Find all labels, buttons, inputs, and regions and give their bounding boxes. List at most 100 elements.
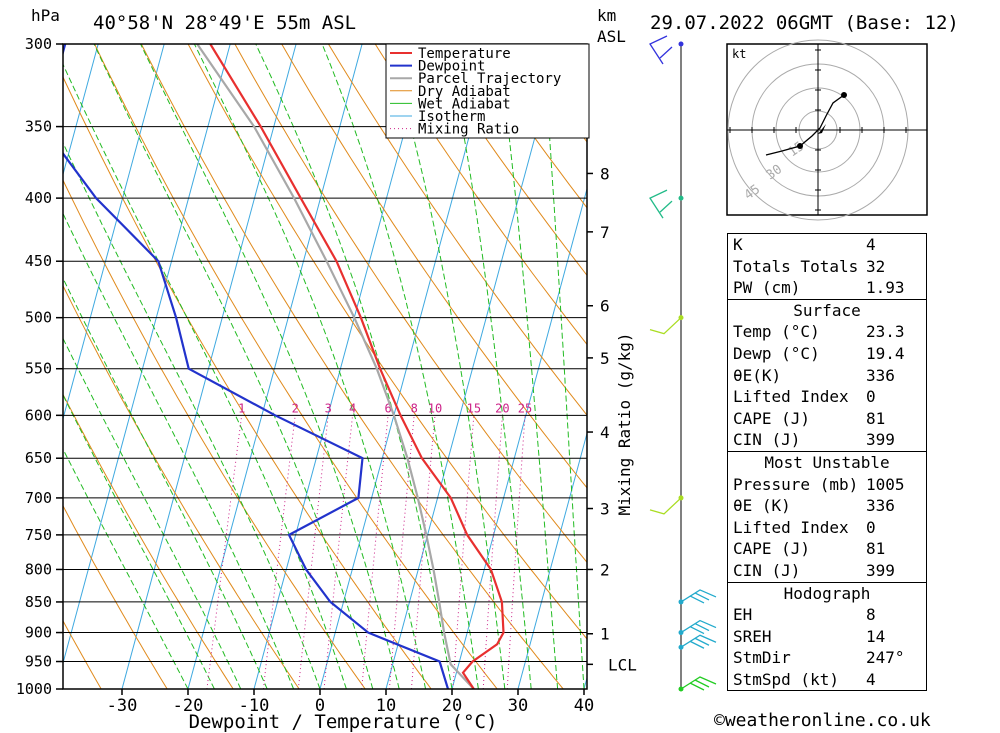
height-tick-label: 6	[600, 297, 610, 316]
dry-adiabat-line	[374, 44, 587, 346]
legend-label: Parcel Trajectory	[418, 71, 561, 87]
hodograph-upper-point	[841, 92, 847, 98]
pressure-unit-label: hPa	[31, 6, 60, 25]
hodo-row-stmspd: StmSpd (kt) 4	[733, 669, 876, 689]
pressure-tick-label: 850	[25, 593, 52, 611]
dry-adiabat-line	[421, 44, 587, 277]
y-axis-right-title: Mixing Ratio (g/kg)	[615, 332, 634, 515]
isotherm-line	[451, 186, 587, 689]
wind-barb	[649, 317, 682, 335]
wet-adiabat-line	[63, 337, 242, 689]
hodograph-trace	[765, 94, 845, 156]
wet-adiabat-line	[542, 44, 585, 689]
surface-title: Surface	[793, 300, 861, 320]
legend-label: Temperature	[418, 46, 511, 62]
wet-adiabat-line	[63, 141, 321, 689]
pressure-tick-label: 700	[25, 489, 52, 507]
pressure-tick-label: 800	[25, 560, 52, 578]
temperature-tick-label: 0	[315, 696, 325, 716]
wet-adiabat-line	[140, 44, 400, 689]
isotherm-line	[63, 44, 231, 665]
mu-row-li: Lifted Index 0	[733, 517, 876, 537]
hodo-row-sreh: SREH 14	[733, 626, 886, 646]
mixing-ratio-line	[297, 415, 329, 689]
temperature-tick-label: -10	[239, 696, 270, 716]
mixing-ratio-labels: 1 2 3 4 6 8 10 15 20 25	[238, 401, 532, 415]
isotherm-line	[63, 44, 99, 177]
legend-label: Dry Adiabat	[418, 84, 511, 100]
mixing-ratio-line	[388, 415, 415, 689]
height-tick-label: 4	[600, 423, 610, 442]
sounding-series	[63, 44, 505, 689]
wet-adiabat-line	[63, 63, 347, 689]
hodo-row-stmdir: StmDir 247°	[733, 648, 905, 668]
mu-row-cape: CAPE (J) 81	[733, 539, 886, 559]
legend-label: Mixing Ratio	[418, 122, 519, 138]
wet-adiabat-line	[193, 44, 427, 689]
mixing-ratio-label: 2	[292, 401, 299, 415]
height-unit-label: km	[597, 6, 616, 25]
temperature-axis: -30 -20 -10 0 10 20 30 40	[107, 689, 594, 716]
pressure-tick-label: 300	[25, 35, 52, 53]
most-unstable-title: Most Unstable	[764, 452, 890, 472]
hodograph-unit-label: kt	[732, 47, 746, 61]
dry-adiabat-line	[281, 44, 587, 489]
height-tick-label: 7	[600, 223, 610, 242]
pressure-tick-label: 650	[25, 449, 52, 467]
isotherm-line	[187, 44, 363, 689]
wet-adiabat-line	[497, 44, 559, 689]
temperature-tick-label: -30	[107, 696, 138, 716]
copyright-notice: ©weatheronline.co.uk	[714, 710, 931, 731]
mixing-ratio-line	[361, 415, 389, 689]
hodograph-ring-label-30: 30	[764, 162, 785, 183]
wind-barbs	[649, 35, 717, 692]
mixing-ratio-label: 15	[467, 401, 481, 415]
pressure-tick-label: 450	[25, 252, 52, 270]
wet-adiabat-line	[446, 44, 532, 689]
most-unstable-table: Most Unstable Pressure (mb) 1005 θE (K) 33…	[727, 450, 927, 582]
dry-adiabat-line	[63, 504, 168, 689]
surface-row-temp: Temp (°C) 23.3	[733, 322, 905, 342]
hodograph: kt 15 30 45	[726, 39, 928, 221]
wind-barb	[680, 676, 717, 691]
wet-adiabat-line	[63, 447, 189, 689]
wind-level-dot	[678, 195, 684, 201]
mixing-ratio-label: 25	[518, 401, 532, 415]
wind-barb	[649, 35, 673, 65]
x-axis-title: Dewpoint / Temperature (°C)	[189, 711, 498, 733]
mixing-ratio-label: 8	[411, 401, 418, 415]
wind-barb	[680, 634, 717, 649]
pressure-tick-label: 900	[25, 624, 52, 642]
mu-row-cin: CIN (J) 399	[733, 560, 895, 580]
pressure-tick-label: 350	[25, 118, 52, 136]
dry-adiabat-line	[187, 44, 587, 640]
wet-adiabat-line	[93, 44, 374, 689]
dry-adiabat-line	[937, 44, 1000, 689]
isotherm-line	[121, 44, 297, 689]
height-unit-asl-label: ASL	[597, 27, 626, 46]
wind-barb	[680, 619, 717, 635]
hodograph-storm-point	[797, 143, 803, 149]
hodograph-table: Hodograph EH 8 SREH 14 StmDir 247° StmSpd (…	[727, 581, 927, 692]
mixing-ratio-label: 6	[384, 401, 391, 415]
isotherm-line	[385, 44, 561, 689]
mixing-ratio-label: 3	[325, 401, 332, 415]
wet-adiabat-line	[321, 44, 479, 689]
hodograph-title: Hodograph	[783, 583, 871, 603]
location-title: 40°58'N 28°49'E 55m ASL	[93, 12, 356, 34]
wind-barb	[649, 189, 673, 219]
wet-adiabat-line	[63, 393, 215, 689]
wet-adiabat-line	[387, 44, 506, 689]
temperature-tick-label: 10	[376, 696, 396, 716]
series-parcel-trajectory	[196, 44, 475, 689]
series-dewpoint	[63, 44, 450, 689]
legend-label: Dewpoint	[418, 59, 485, 75]
hodograph-storm-arrow	[818, 124, 826, 134]
pressure-tick-label: 950	[25, 653, 52, 671]
legend-label: Wet Adiabat	[418, 96, 511, 112]
isobar-lines	[63, 43, 587, 690]
height-tick-label: 2	[600, 560, 610, 579]
legend-label: Isotherm	[418, 109, 485, 125]
